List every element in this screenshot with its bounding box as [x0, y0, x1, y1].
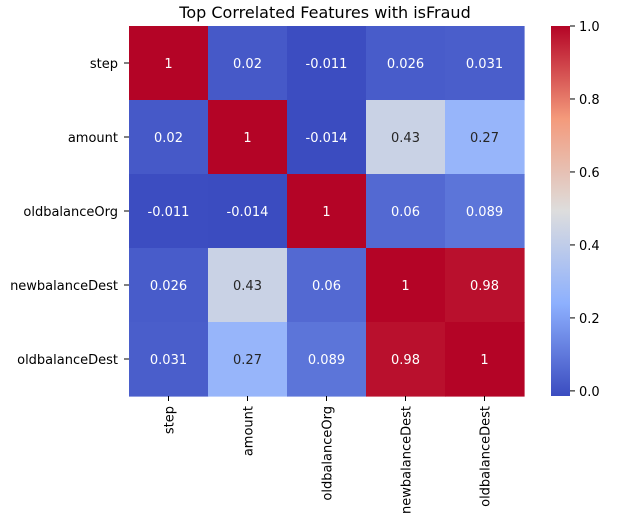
colorbar-tick-label: 0.8: [579, 93, 600, 108]
row-label: amount: [68, 131, 118, 146]
heatmap-cell: [287, 322, 367, 397]
colorbar-tick-label: 0.6: [579, 166, 600, 181]
heatmap-cell: [129, 174, 209, 249]
cell-value-label: -0.011: [148, 205, 190, 220]
cell-value-label: 0.06: [312, 279, 341, 294]
cell-value-label: 0.089: [308, 353, 345, 368]
heatmap-cell: [445, 100, 525, 175]
heatmap-cell: [287, 26, 367, 101]
column-label: amount: [242, 406, 257, 456]
heatmap-cell: [445, 174, 525, 249]
heatmap-cell: [129, 26, 209, 101]
colorbar: 0.0 0.2 0.4 0.6 0.8 1.0: [551, 20, 600, 400]
cell-value-label: 0.026: [387, 57, 424, 72]
cell-value-label: 0.98: [470, 279, 499, 294]
column-label: newbalanceDest: [400, 406, 415, 514]
row-labels: step amount oldbalanceOrg newbalanceDest old…: [10, 57, 129, 368]
colorbar-tick-label: 0.0: [579, 385, 600, 400]
heatmap-cell: [366, 248, 446, 323]
column-label: oldbalanceDest: [479, 406, 494, 507]
heatmap-cell: [366, 100, 446, 175]
colorbar-tick-label: 1.0: [579, 20, 600, 35]
row-label: step: [90, 57, 118, 72]
column-label: step: [163, 406, 178, 434]
heatmap-cell: [445, 248, 525, 323]
row-label: oldbalanceDest: [17, 353, 118, 368]
cell-value-label: 0.026: [150, 279, 187, 294]
heatmap-cell: [129, 322, 209, 397]
cell-value-label: 1: [322, 205, 330, 220]
heatmap-cell: [445, 26, 525, 101]
cell-value-label: -0.011: [306, 57, 348, 72]
row-label: oldbalanceOrg: [23, 205, 118, 220]
cell-value-label: 0.031: [466, 57, 503, 72]
colorbar-gradient: [551, 26, 570, 396]
cell-value-label: 0.27: [233, 353, 262, 368]
cell-value-label: 0.06: [391, 205, 420, 220]
heatmap-cell: [445, 322, 525, 397]
heatmap-cell: [366, 174, 446, 249]
heatmap-cell: [287, 100, 367, 175]
cell-value-label: 0.02: [154, 131, 183, 146]
heatmap-cell: [208, 248, 288, 323]
heatmap-cell: [287, 248, 367, 323]
heatmap-cell: [208, 26, 288, 101]
cell-value-label: 0.43: [233, 279, 262, 294]
column-label: oldbalanceOrg: [321, 406, 336, 501]
cell-value-label: 0.089: [466, 205, 503, 220]
cell-value-label: 1: [243, 131, 251, 146]
heatmap-cell: [366, 26, 446, 101]
cell-value-label: 0.43: [391, 131, 420, 146]
heatmap-cells: 1 0.02 -0.011 0.026 0.031 0.02 1 -0.014 0.43 0.27…: [129, 26, 525, 397]
heatmap-cell: [129, 100, 209, 175]
cell-value-label: 0.27: [470, 131, 499, 146]
cell-value-label: 1: [164, 57, 172, 72]
cell-value-label: -0.014: [306, 131, 348, 146]
cell-value-label: 0.031: [150, 353, 187, 368]
heatmap-cell: [208, 174, 288, 249]
row-label: newbalanceDest: [10, 279, 118, 294]
chart-title: Top Correlated Features with isFraud: [178, 3, 470, 22]
cell-value-label: 0.98: [391, 353, 420, 368]
cell-value-label: 1: [480, 353, 488, 368]
heatmap-cell: [366, 322, 446, 397]
heatmap-cell: [208, 322, 288, 397]
heatmap-cell: [208, 100, 288, 175]
cell-value-label: 0.02: [233, 57, 262, 72]
colorbar-tick-label: 0.4: [579, 239, 600, 254]
cell-value-label: -0.014: [227, 205, 269, 220]
colorbar-tick-label: 0.2: [579, 312, 600, 327]
cell-value-label: 1: [401, 279, 409, 294]
heatmap-cell: [129, 248, 209, 323]
heatmap-cell: [287, 174, 367, 249]
column-labels: step amount oldbalanceOrg newbalanceDest old…: [163, 396, 494, 514]
